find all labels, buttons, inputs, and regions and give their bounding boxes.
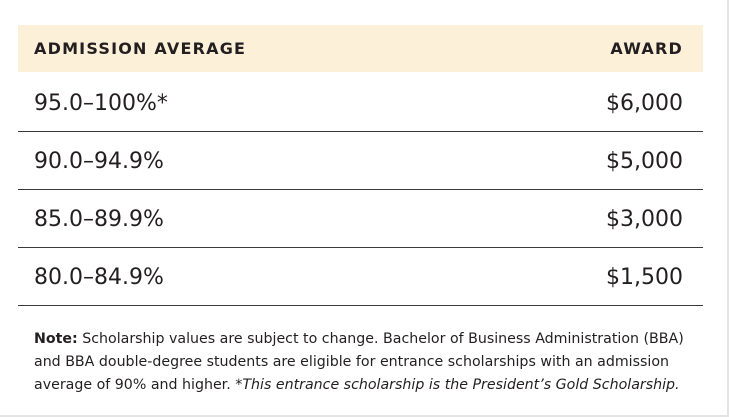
average-cell: 95.0–100%* bbox=[34, 91, 168, 116]
average-cell: 80.0–84.9% bbox=[34, 265, 164, 290]
table-row: 80.0–84.9% $1,500 bbox=[18, 247, 703, 306]
table-row: 85.0–89.9% $3,000 bbox=[18, 189, 703, 248]
note-text: Scholarship values are subject to change… bbox=[34, 331, 684, 393]
header-cell: ADMISSION AVERAGE bbox=[34, 39, 247, 58]
note-label: Note: bbox=[34, 331, 78, 347]
note-italic: *This entrance scholarship is the Presid… bbox=[235, 377, 680, 393]
note: Note: Scholarship values are subject to … bbox=[34, 328, 694, 397]
table-row: 95.0–100%* $6,000 bbox=[18, 73, 703, 132]
award-cell: $6,000 bbox=[606, 91, 683, 116]
table-row: 90.0–94.9% $5,000 bbox=[18, 131, 703, 190]
award-cell: $3,000 bbox=[606, 207, 683, 232]
award-cell: $5,000 bbox=[606, 149, 683, 174]
average-cell: 85.0–89.9% bbox=[34, 207, 164, 232]
table-header: ADMISSION AVERAGE AWARD bbox=[18, 25, 703, 72]
award-cell: $1,500 bbox=[606, 265, 683, 290]
header-cell: AWARD bbox=[610, 39, 683, 58]
average-cell: 90.0–94.9% bbox=[34, 149, 164, 174]
